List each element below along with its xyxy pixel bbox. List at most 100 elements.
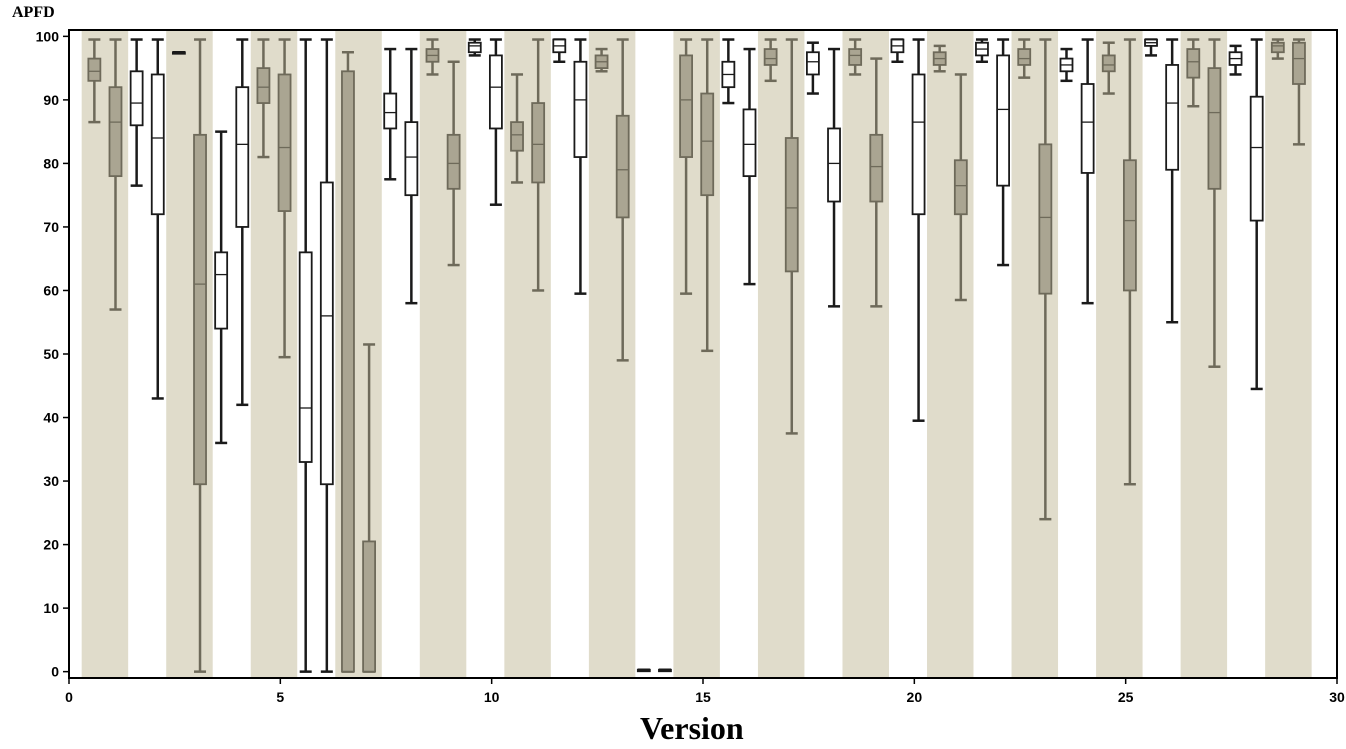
background-band <box>1011 30 1059 678</box>
box-plot <box>214 130 229 445</box>
box-plot <box>1122 38 1137 486</box>
box-iqr <box>298 251 313 463</box>
y-tick-label: 50 <box>43 346 59 362</box>
box-iqr <box>488 54 503 130</box>
box-plot <box>108 38 123 311</box>
box-iqr <box>193 133 207 486</box>
box-plot <box>848 38 863 76</box>
box-iqr <box>531 102 546 184</box>
box-iqr <box>341 70 355 673</box>
box-plot <box>805 41 820 95</box>
box-plot <box>784 38 799 435</box>
box-plot <box>510 73 524 184</box>
x-tick-label: 25 <box>1118 689 1134 705</box>
x-tick-label: 10 <box>484 689 500 705</box>
background-band <box>757 30 805 678</box>
background-band <box>842 30 889 678</box>
box-plot <box>594 47 609 73</box>
box-iqr <box>805 51 820 76</box>
box-plot <box>1017 38 1032 79</box>
y-tick-label: 30 <box>43 473 59 489</box>
box-plot <box>996 38 1010 267</box>
box-iqr <box>742 108 757 178</box>
y-tick-label: 20 <box>43 537 59 553</box>
x-axis-title: Version <box>640 710 744 746</box>
box-plot <box>700 38 715 353</box>
box-plot <box>573 38 588 295</box>
x-tick-label: 5 <box>276 689 284 705</box>
box-iqr <box>1292 41 1306 85</box>
x-tick-label: 30 <box>1329 689 1345 705</box>
box-plot <box>827 47 841 308</box>
box-plot <box>763 38 778 83</box>
box-iqr <box>1017 48 1032 66</box>
box-iqr <box>1101 54 1116 73</box>
box-iqr <box>108 86 123 178</box>
box-iqr <box>1207 67 1222 190</box>
box-plot <box>721 38 736 105</box>
box-iqr <box>256 67 271 104</box>
box-plot <box>319 38 334 673</box>
x-tick-label: 20 <box>907 689 923 705</box>
box-iqr <box>763 48 778 66</box>
box-iqr <box>87 57 102 82</box>
box-plot <box>129 38 144 187</box>
box-plot <box>531 38 546 292</box>
y-tick-label: 0 <box>51 664 59 680</box>
box-plot <box>467 38 482 57</box>
box-iqr <box>784 137 799 273</box>
box-plot <box>1144 38 1158 57</box>
box-iqr <box>1249 95 1264 222</box>
y-tick-label: 70 <box>43 219 59 235</box>
box-plot <box>383 47 398 181</box>
box-iqr <box>679 54 693 158</box>
box-plot <box>171 50 186 55</box>
box-plot <box>869 57 884 308</box>
x-tick-label: 0 <box>65 689 73 705</box>
background-band <box>1096 30 1143 678</box>
box-plot <box>679 38 693 295</box>
box-plot <box>1059 47 1074 83</box>
y-tick-label: 90 <box>43 92 59 108</box>
box-plot <box>256 38 271 159</box>
plot-area: 0 10 20 30 40 50 60 70 80 90 100 0 5 10 15 20 25 30 <box>36 28 1345 705</box>
box-iqr <box>404 121 419 197</box>
box-iqr <box>1165 64 1180 171</box>
box-plot <box>193 38 207 673</box>
box-iqr <box>996 54 1010 187</box>
box-plot <box>341 50 355 673</box>
y-tick-label: 100 <box>36 28 60 44</box>
box-iqr <box>467 41 482 54</box>
background-band <box>1265 30 1312 678</box>
box-plot <box>1249 38 1264 391</box>
box-plot <box>150 38 165 400</box>
box-plot <box>1038 38 1053 521</box>
box-iqr <box>446 133 461 190</box>
box-plot <box>235 38 250 407</box>
box-iqr <box>362 540 376 673</box>
box-iqr <box>573 60 588 158</box>
box-plot <box>1165 38 1180 324</box>
y-tick-label: 60 <box>43 282 59 298</box>
box-plot <box>953 73 968 302</box>
box-iqr <box>869 133 884 203</box>
box-plot <box>890 38 905 64</box>
box-iqr <box>848 48 863 66</box>
box-plot <box>552 38 567 64</box>
box-plot <box>636 668 651 673</box>
box-plot <box>1207 38 1222 368</box>
box-plot <box>1270 38 1285 60</box>
y-tick-label: 40 <box>43 410 59 426</box>
box-iqr <box>953 159 968 216</box>
box-iqr <box>911 73 926 216</box>
y-tick-label: 10 <box>43 600 59 616</box>
box-plot <box>615 38 630 362</box>
box-plot <box>911 38 926 422</box>
box-plot <box>488 38 503 206</box>
box-plot <box>932 44 947 73</box>
box-iqr <box>615 114 630 219</box>
box-iqr <box>1080 83 1095 174</box>
box-iqr <box>700 92 715 197</box>
y-tick-label: 80 <box>43 155 59 171</box>
